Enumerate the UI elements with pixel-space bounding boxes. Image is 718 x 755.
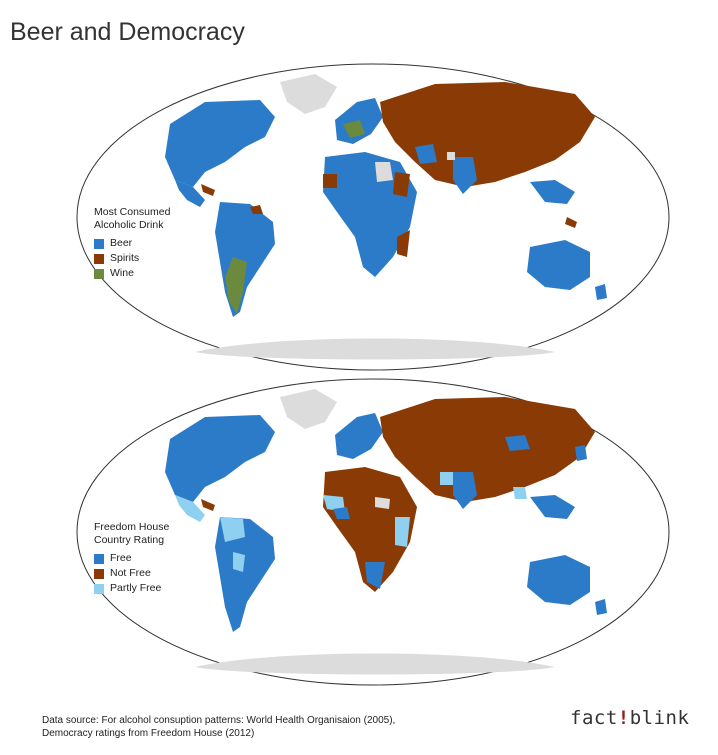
antarctica: [195, 653, 555, 675]
legend-swatch-free: [94, 553, 104, 564]
legend-item-spirits: Spirits: [94, 251, 170, 266]
data-source-line2: Democracy ratings from Freedom House (20…: [42, 728, 255, 739]
legend-item-free: Free: [94, 551, 169, 566]
new-zealand: [595, 599, 607, 615]
legend-item-beer: Beer: [94, 236, 170, 251]
legend-item-partly-free: Partly Free: [94, 581, 169, 596]
venezuela: [250, 205, 263, 214]
india: [453, 157, 477, 194]
middle-east: [415, 144, 437, 164]
australia: [527, 555, 590, 605]
alcohol-legend-title-line2: Alcoholic Drink: [94, 219, 164, 231]
alcohol-map: [75, 62, 671, 372]
ghana-free: [333, 507, 350, 519]
north-america: [165, 415, 275, 502]
andes-partly-free: [220, 517, 245, 542]
north-america: [165, 100, 275, 187]
bolivia: [233, 552, 245, 572]
east-africa-partly: [395, 517, 410, 547]
greenland: [280, 389, 337, 429]
legend-label-not-free: Not Free: [110, 567, 151, 579]
asia-russia: [380, 397, 595, 502]
australia: [527, 240, 590, 290]
freedom-map-svg: [76, 378, 670, 686]
africa: [323, 152, 417, 277]
legend-item-wine: Wine: [94, 266, 170, 281]
mozambique: [397, 230, 410, 257]
legend-swatch-wine: [94, 268, 104, 279]
caribbean: [201, 184, 215, 196]
freedom-map: [75, 377, 671, 687]
legend-label-beer: Beer: [110, 237, 133, 249]
legend-swatch-beer: [94, 238, 104, 249]
asia-nodata: [447, 152, 455, 160]
legend-label-spirits: Spirits: [110, 252, 140, 264]
alcohol-legend-title: Most Consumed Alcoholic Drink: [94, 206, 170, 232]
brand-logo-right: blink: [629, 707, 690, 729]
west-africa-spirits: [323, 174, 337, 188]
europe-wine: [343, 120, 365, 138]
legend-swatch-not-free: [94, 568, 104, 579]
new-zealand: [595, 284, 607, 300]
brand-logo-mark: !: [617, 707, 630, 729]
data-source-line1: Data source: For alcohol consuption patt…: [42, 715, 396, 726]
legend-item-not-free: Not Free: [94, 566, 169, 581]
alcohol-legend-title-line1: Most Consumed: [94, 206, 171, 218]
alcohol-legend: Most Consumed Alcoholic Drink Beer Spiri…: [94, 206, 170, 281]
south-america: [215, 517, 275, 632]
mexico: [175, 180, 205, 207]
mexico: [175, 495, 205, 522]
freedom-legend-title-line1: Freedom House: [94, 521, 170, 533]
africa: [323, 467, 417, 592]
data-source-note: Data source: For alcohol consuption patt…: [42, 714, 395, 740]
alcohol-map-svg: [76, 63, 670, 371]
mongolia: [505, 435, 530, 451]
pakistan: [440, 472, 453, 485]
page-title: Beer and Democracy: [10, 18, 245, 46]
brand-logo: fact!blink: [570, 707, 689, 729]
se-asia-partly: [513, 487, 527, 499]
sahara-nodata: [375, 162, 393, 182]
africa-nodata: [375, 497, 390, 509]
india: [453, 472, 477, 509]
freedom-legend: Freedom House Country Rating Free Not Fr…: [94, 521, 169, 596]
papua: [565, 217, 577, 228]
greenland: [280, 74, 337, 114]
sudan: [393, 172, 410, 197]
legend-label-partly-free: Partly Free: [110, 582, 162, 594]
legend-label-wine: Wine: [110, 267, 134, 279]
europe: [335, 413, 383, 459]
legend-label-free: Free: [110, 552, 132, 564]
freedom-legend-title: Freedom House Country Rating: [94, 521, 169, 547]
west-africa-partly: [323, 495, 345, 512]
legend-swatch-spirits: [94, 253, 104, 264]
argentina-chile: [225, 257, 247, 314]
japan: [575, 445, 587, 461]
brand-logo-left: fact: [570, 707, 618, 729]
indonesia: [530, 495, 575, 519]
southern-africa-free: [365, 562, 385, 589]
freedom-legend-title-line2: Country Rating: [94, 534, 165, 546]
cuba: [201, 499, 215, 511]
antarctica: [195, 338, 555, 360]
legend-swatch-partly-free: [94, 583, 104, 594]
se-asia-islands: [530, 180, 575, 204]
